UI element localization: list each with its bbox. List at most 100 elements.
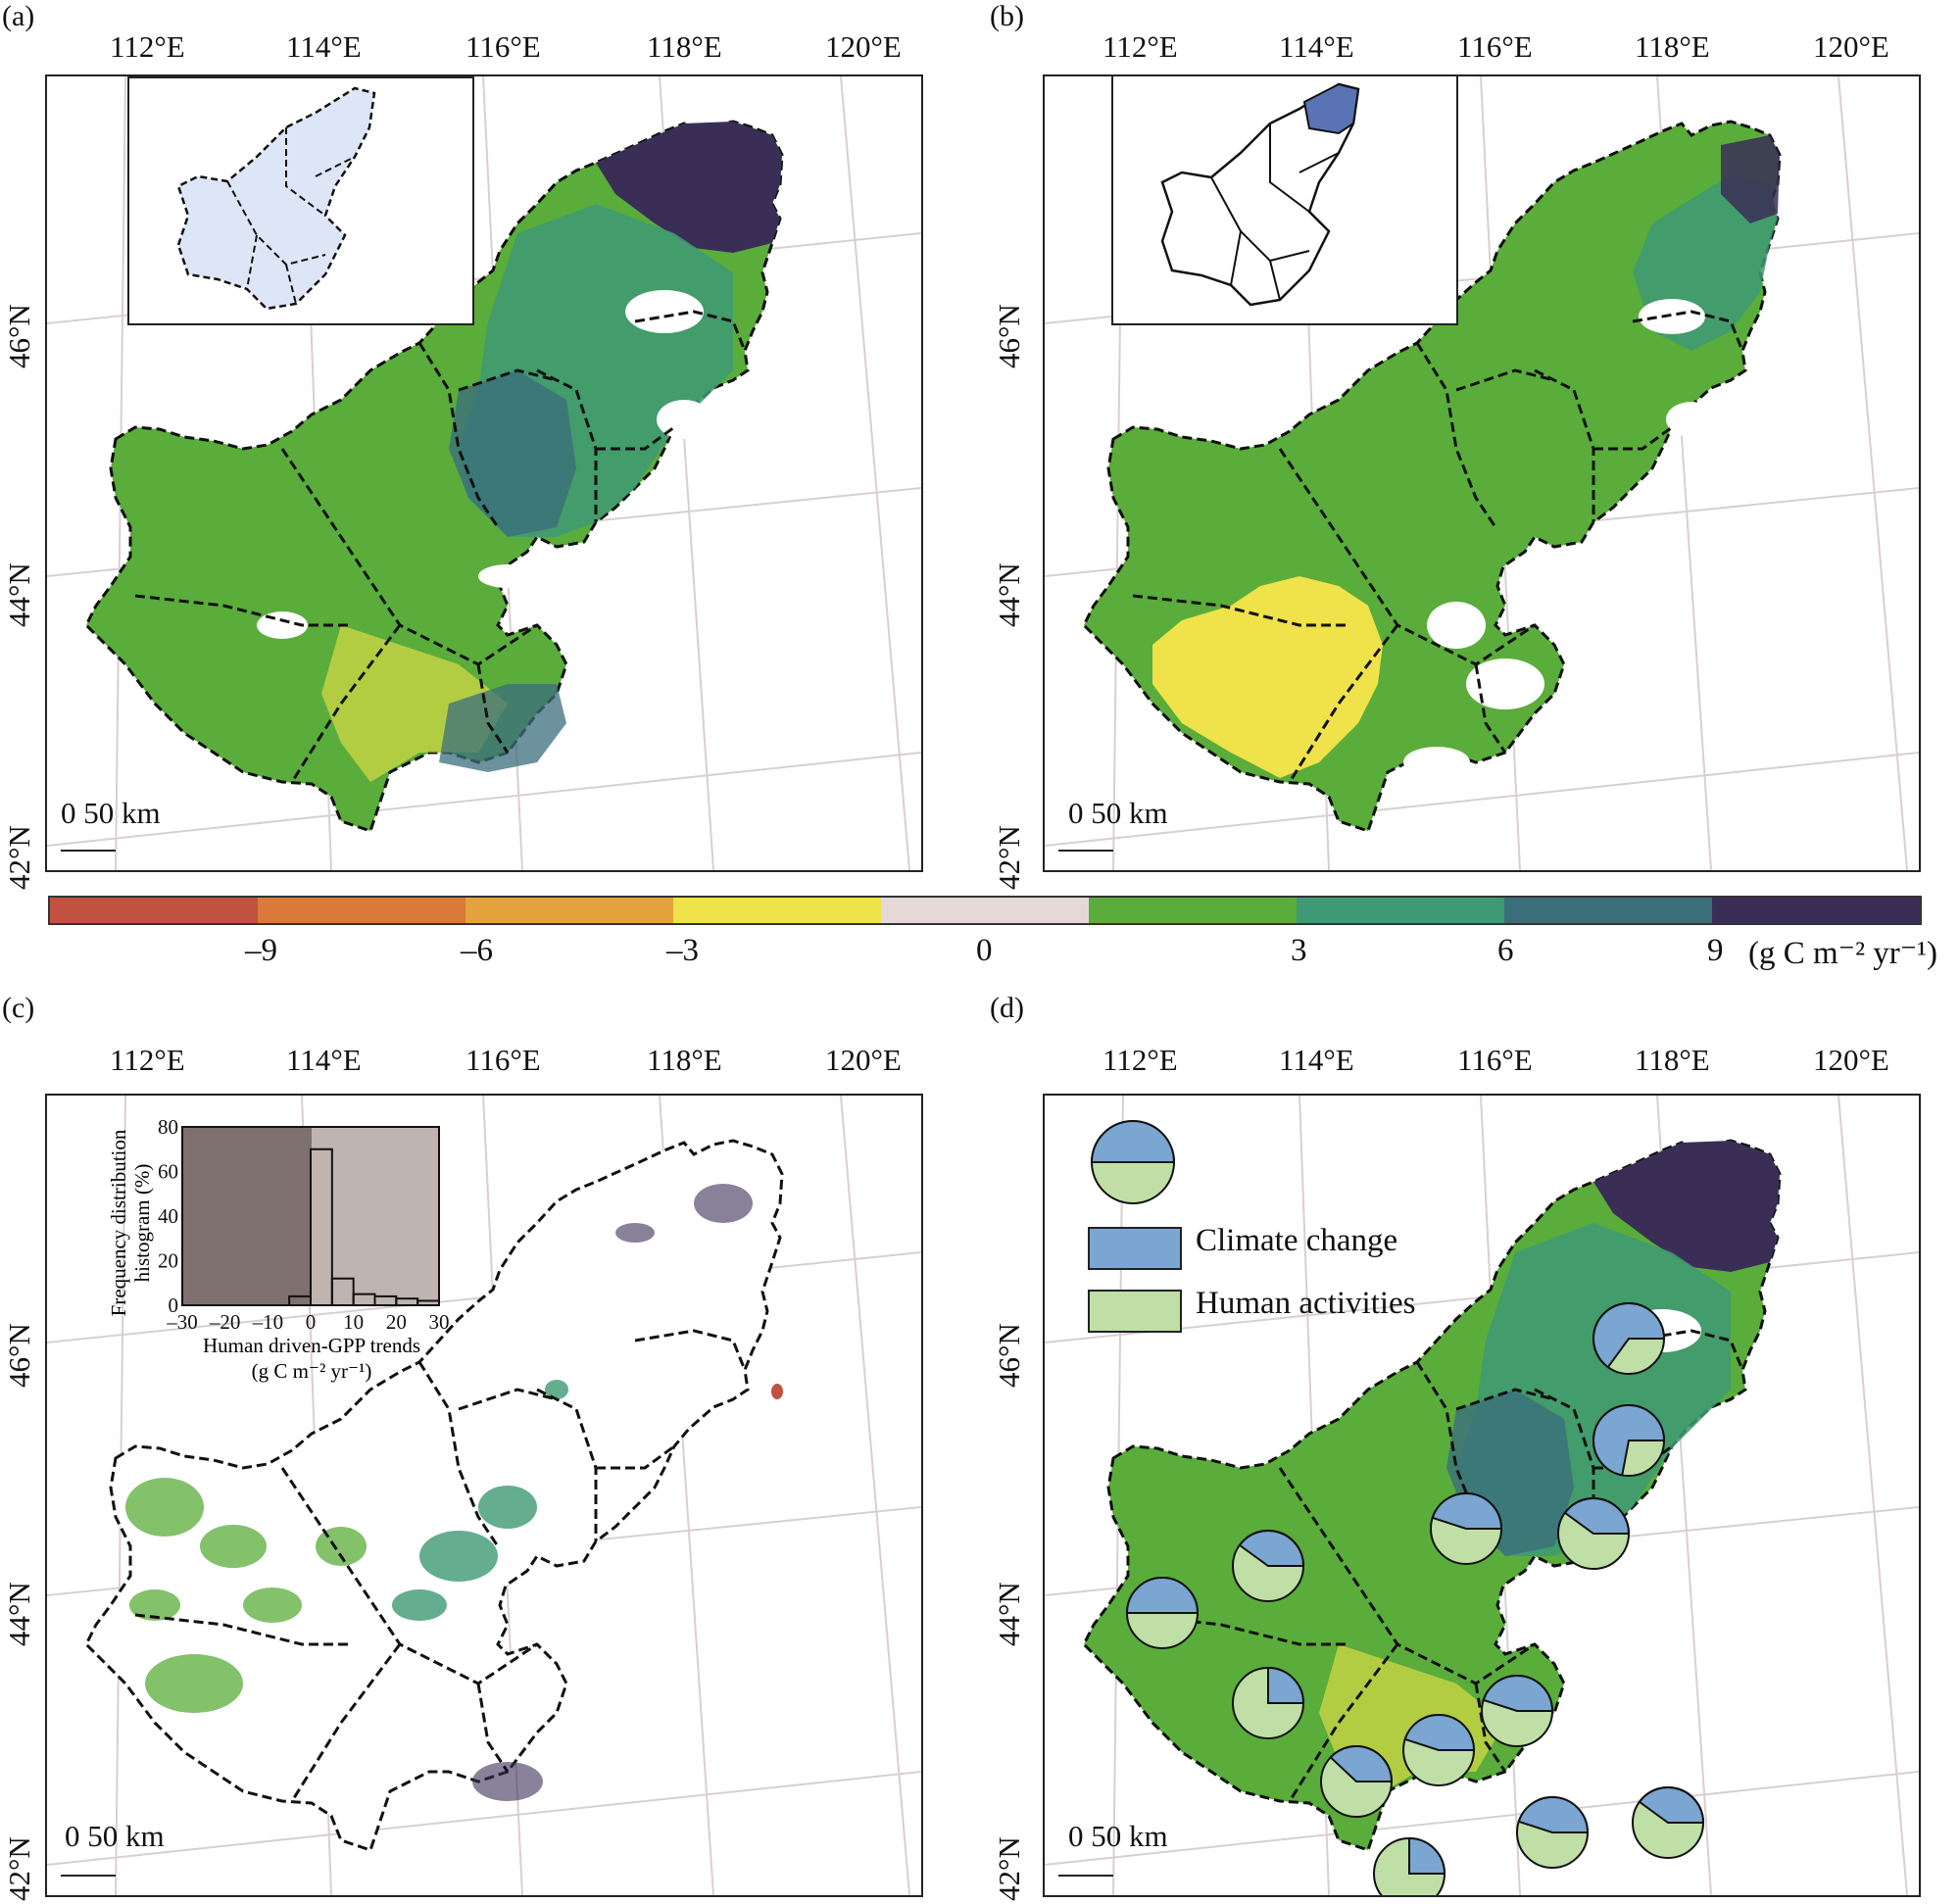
inset-map-a bbox=[176, 86, 376, 311]
pie-slice-climate bbox=[1403, 1714, 1476, 1751]
lon-label: 112°E bbox=[1102, 29, 1178, 64]
lon-label: 118°E bbox=[1635, 29, 1710, 64]
histogram-ytick: 0 bbox=[169, 1294, 179, 1317]
lat-label: 42°N bbox=[992, 1836, 1026, 1901]
pie-chart bbox=[1632, 1786, 1705, 1859]
legend-segment bbox=[258, 898, 466, 923]
pie-chart bbox=[1402, 1714, 1476, 1786]
lon-label: 116°E bbox=[466, 1043, 541, 1077]
lon-label: 116°E bbox=[1457, 29, 1533, 64]
pie-chart bbox=[1090, 1120, 1176, 1204]
pie-slice-climate bbox=[1238, 1530, 1305, 1567]
map-frame-b bbox=[1043, 74, 1921, 872]
legend-segment bbox=[466, 898, 673, 923]
lat-label: 46°N bbox=[2, 1323, 36, 1388]
scalebar-label-b: 0 50 km bbox=[1068, 796, 1168, 830]
histogram-chart: 80 60 40 20 0 –30 –20 –10 0 10 20 30 Frequency dis… bbox=[107, 1115, 450, 1383]
histogram-xtick: –20 bbox=[209, 1310, 241, 1334]
lat-label: 42°N bbox=[992, 825, 1026, 890]
histogram-xtick: 10 bbox=[343, 1310, 364, 1334]
legend-tick: –3 bbox=[666, 933, 699, 968]
color-legend-bar bbox=[48, 896, 1922, 925]
pie-slice-climate bbox=[1329, 1745, 1394, 1782]
histogram-xtick: 0 bbox=[306, 1310, 317, 1334]
lat-label: 46°N bbox=[2, 304, 36, 368]
lon-label: 116°E bbox=[466, 29, 541, 64]
pie-chart bbox=[1592, 1302, 1666, 1375]
histogram-ylabel-line1: Frequency distribution bbox=[107, 1129, 130, 1316]
pie-chart bbox=[1516, 1796, 1590, 1869]
histogram-bar bbox=[310, 1147, 333, 1306]
histogram-negative-bg bbox=[182, 1127, 312, 1305]
inset-map-b bbox=[1160, 82, 1360, 307]
pie-slice-climate bbox=[1592, 1302, 1666, 1369]
legend-tick: 9 bbox=[1707, 933, 1724, 968]
pie-slice-climate bbox=[1592, 1404, 1666, 1477]
pie-chart bbox=[1232, 1530, 1305, 1602]
histogram-xlabel-line2: (g C m⁻² yr⁻¹) bbox=[252, 1359, 372, 1383]
histogram-inset: 80 60 40 20 0 –30 –20 –10 0 10 20 30 Frequency dis… bbox=[47, 1096, 459, 1390]
pie-chart bbox=[1373, 1836, 1446, 1895]
lon-label: 114°E bbox=[286, 29, 362, 64]
map-frame-d: Climate change Human activities bbox=[1043, 1094, 1921, 1897]
histogram-bar bbox=[330, 1277, 355, 1306]
pie-chart bbox=[1320, 1745, 1394, 1818]
lat-label: 44°N bbox=[2, 562, 36, 627]
lon-label: 118°E bbox=[1635, 1043, 1710, 1077]
lon-label: 118°E bbox=[647, 1043, 722, 1077]
scalebar-label-c: 0 50 km bbox=[65, 1819, 165, 1853]
map-frame-a bbox=[45, 74, 923, 872]
pie-slice-climate bbox=[1125, 1577, 1200, 1614]
histogram-ytick: 80 bbox=[158, 1115, 178, 1139]
lat-label: 42°N bbox=[2, 825, 36, 890]
histogram-ytick: 60 bbox=[158, 1160, 178, 1184]
climate-change-label: Climate change bbox=[1196, 1223, 1398, 1258]
histogram-ytick: 40 bbox=[158, 1204, 178, 1228]
histogram-ylabel-line2: histogram (%) bbox=[130, 1164, 154, 1283]
pie-chart bbox=[1232, 1666, 1305, 1739]
legend-segment bbox=[1504, 898, 1712, 923]
lat-label: 44°N bbox=[2, 1582, 36, 1646]
map-a bbox=[47, 76, 921, 870]
histogram-bar bbox=[416, 1299, 440, 1306]
map-frame-c: 80 60 40 20 0 –30 –20 –10 0 10 20 30 Frequency dis… bbox=[45, 1094, 923, 1897]
legend-tick: –6 bbox=[461, 933, 493, 968]
legend-segment bbox=[1089, 898, 1297, 923]
legend-segment bbox=[881, 898, 1089, 923]
pie-slice-climate bbox=[1408, 1836, 1446, 1875]
human-activities-label: Human activities bbox=[1196, 1286, 1416, 1321]
lon-label: 112°E bbox=[110, 1043, 185, 1077]
pie-chart bbox=[1125, 1577, 1200, 1649]
inset-a bbox=[127, 76, 474, 325]
lon-label: 112°E bbox=[110, 29, 185, 64]
legend-unit: (g C m⁻² yr⁻¹) bbox=[1748, 936, 1938, 971]
pie-slice-climate bbox=[1482, 1675, 1554, 1712]
map-d bbox=[1045, 1096, 1919, 1895]
pie-slice-climate bbox=[1090, 1120, 1176, 1163]
lon-label: 118°E bbox=[647, 29, 722, 64]
lon-label: 120°E bbox=[1813, 1043, 1889, 1077]
lat-label: 46°N bbox=[992, 1323, 1026, 1388]
inset-b bbox=[1111, 76, 1458, 325]
pie-slice-climate bbox=[1431, 1492, 1503, 1530]
histogram-positive-bg bbox=[312, 1127, 439, 1305]
legend-tick: –9 bbox=[245, 933, 277, 968]
lon-label: 116°E bbox=[1457, 1043, 1533, 1077]
pie-chart bbox=[1557, 1497, 1631, 1570]
pie-slice-climate bbox=[1517, 1796, 1590, 1833]
legend-tick: 6 bbox=[1497, 933, 1514, 968]
legend-segment bbox=[1297, 898, 1504, 923]
pie-slice-climate bbox=[1563, 1497, 1631, 1535]
legend-tick: 3 bbox=[1291, 933, 1307, 968]
lon-label: 114°E bbox=[1279, 29, 1354, 64]
human-activities-swatch bbox=[1088, 1290, 1182, 1333]
histogram-xtick: –10 bbox=[252, 1310, 284, 1334]
histogram-xtick: 20 bbox=[386, 1310, 407, 1334]
legend-tick: 0 bbox=[976, 933, 993, 968]
pie-slice-climate bbox=[1638, 1786, 1705, 1824]
pie-chart bbox=[1592, 1404, 1666, 1477]
lat-label: 44°N bbox=[992, 1582, 1026, 1646]
pie-chart bbox=[1430, 1492, 1503, 1565]
legend-segment bbox=[673, 898, 881, 923]
panel-letter-a: (a) bbox=[2, 0, 35, 32]
